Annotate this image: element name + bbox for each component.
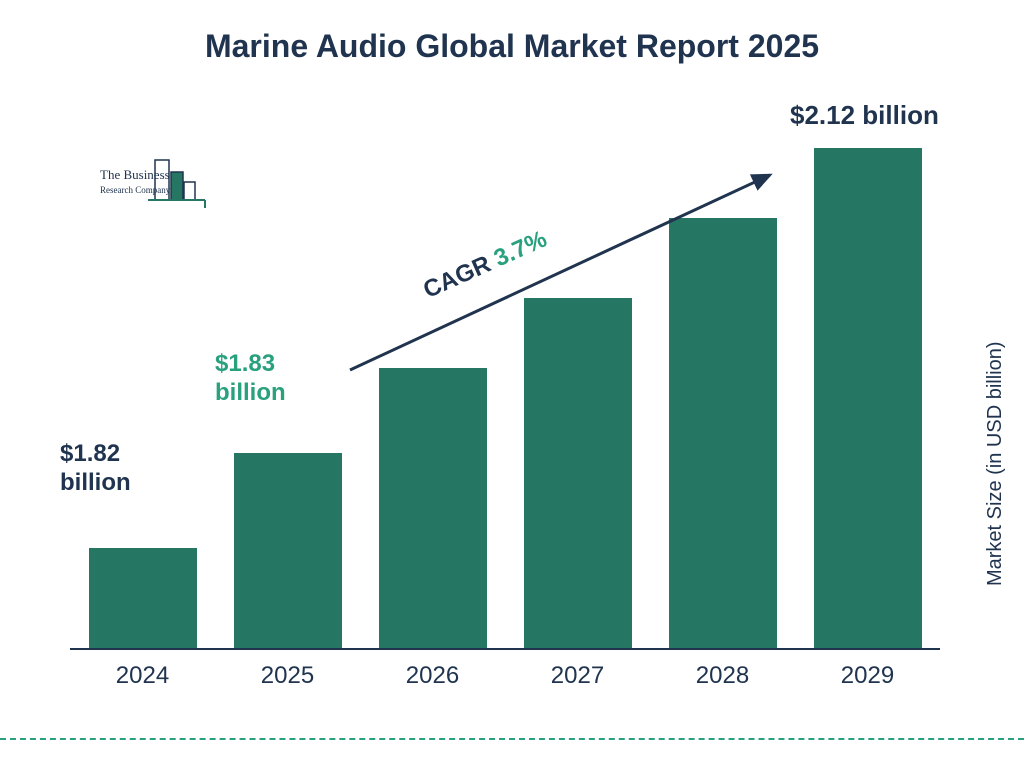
x-axis-labels: 2024 2025 2026 2027 2028 2029 bbox=[70, 662, 940, 690]
bar-2026 bbox=[379, 368, 487, 648]
value-label-2024: $1.82 billion bbox=[60, 440, 131, 498]
xlabel-0: 2024 bbox=[83, 662, 203, 690]
xlabel-2: 2026 bbox=[373, 662, 493, 690]
footer-divider bbox=[0, 738, 1024, 740]
bar-2028 bbox=[669, 218, 777, 648]
bar-2024 bbox=[89, 548, 197, 648]
value-label-2025: $1.83 billion bbox=[215, 350, 286, 408]
bar-2025 bbox=[234, 453, 342, 648]
x-axis-line bbox=[70, 648, 940, 650]
xlabel-4: 2028 bbox=[663, 662, 783, 690]
xlabel-3: 2027 bbox=[518, 662, 638, 690]
value-label-2029: $2.12 billion bbox=[790, 100, 939, 131]
chart-title: Marine Audio Global Market Report 2025 bbox=[0, 0, 1024, 65]
xlabel-1: 2025 bbox=[228, 662, 348, 690]
y-axis-label: Market Size (in USD billion) bbox=[985, 342, 1008, 587]
bars-container bbox=[70, 128, 940, 648]
bar-chart: 2024 2025 2026 2027 2028 2029 bbox=[70, 120, 940, 650]
bar-2027 bbox=[524, 298, 632, 648]
bar-2029 bbox=[814, 148, 922, 648]
xlabel-5: 2029 bbox=[808, 662, 928, 690]
